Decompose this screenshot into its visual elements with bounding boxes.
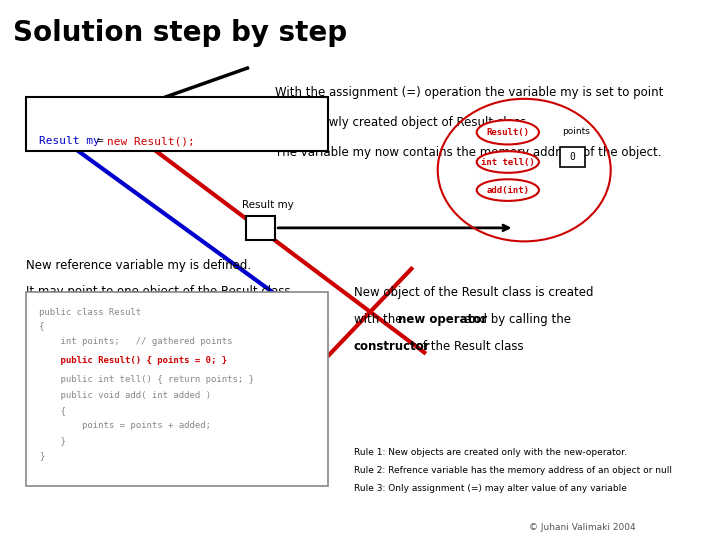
Bar — [26, 97, 328, 151]
Ellipse shape — [477, 151, 539, 173]
Text: with the: with the — [354, 313, 406, 326]
Text: points: points — [562, 127, 590, 136]
Text: 0: 0 — [570, 152, 575, 162]
Text: Result my: Result my — [243, 199, 294, 210]
Text: {: { — [40, 321, 45, 330]
Text: With the assignment (=) operation the variable my is set to point: With the assignment (=) operation the va… — [275, 86, 664, 99]
Text: public class Result: public class Result — [40, 308, 141, 317]
Text: =: = — [97, 136, 110, 146]
Text: {: { — [40, 406, 66, 415]
Bar — [246, 216, 275, 240]
Text: Rule 1: New objects are created only with the new-operator.: Rule 1: New objects are created only wit… — [354, 448, 626, 457]
Text: and by calling the: and by calling the — [462, 313, 571, 326]
Text: It may point to one object of the Result class: It may point to one object of the Result… — [26, 285, 291, 298]
Text: new Result();: new Result(); — [107, 136, 194, 146]
Text: Rule 3: Only assignment (=) may alter value of any variable: Rule 3: Only assignment (=) may alter va… — [354, 484, 626, 493]
Text: The variable my now contains the memory address of the object.: The variable my now contains the memory … — [275, 146, 662, 159]
Text: at the newly created object of Result class.: at the newly created object of Result cl… — [275, 116, 530, 129]
Text: or nowhere (null).: or nowhere (null). — [26, 311, 132, 324]
Text: New reference variable my is defined.: New reference variable my is defined. — [26, 259, 251, 272]
Text: New object of the Result class is created: New object of the Result class is create… — [354, 286, 593, 299]
Text: © Juhani Valimaki 2004: © Juhani Valimaki 2004 — [529, 523, 636, 532]
Text: new operator: new operator — [397, 313, 487, 326]
Bar — [26, 292, 328, 486]
Text: int tell(): int tell() — [481, 158, 535, 166]
Text: Result my: Result my — [40, 136, 107, 146]
Text: Rule 2: Refrence variable has the memory address of an object or null: Rule 2: Refrence variable has the memory… — [354, 466, 672, 475]
Text: Result(): Result() — [486, 128, 529, 137]
Text: public void add( int added ): public void add( int added ) — [40, 392, 211, 401]
Text: points = points + added;: points = points + added; — [40, 421, 211, 430]
Text: int points;   // gathered points: int points; // gathered points — [40, 338, 233, 347]
Text: public Result() { points = 0; }: public Result() { points = 0; } — [40, 356, 228, 366]
Text: Solution step by step: Solution step by step — [13, 19, 347, 47]
Text: }: } — [40, 436, 66, 445]
Text: public int tell() { return points; }: public int tell() { return points; } — [40, 375, 254, 384]
Text: constructor: constructor — [354, 340, 431, 353]
Ellipse shape — [477, 179, 539, 201]
Text: add(int): add(int) — [486, 186, 529, 194]
Ellipse shape — [477, 120, 539, 145]
Text: }: } — [40, 451, 45, 460]
Text: of the Result class: of the Result class — [412, 340, 523, 353]
Bar — [560, 147, 585, 167]
